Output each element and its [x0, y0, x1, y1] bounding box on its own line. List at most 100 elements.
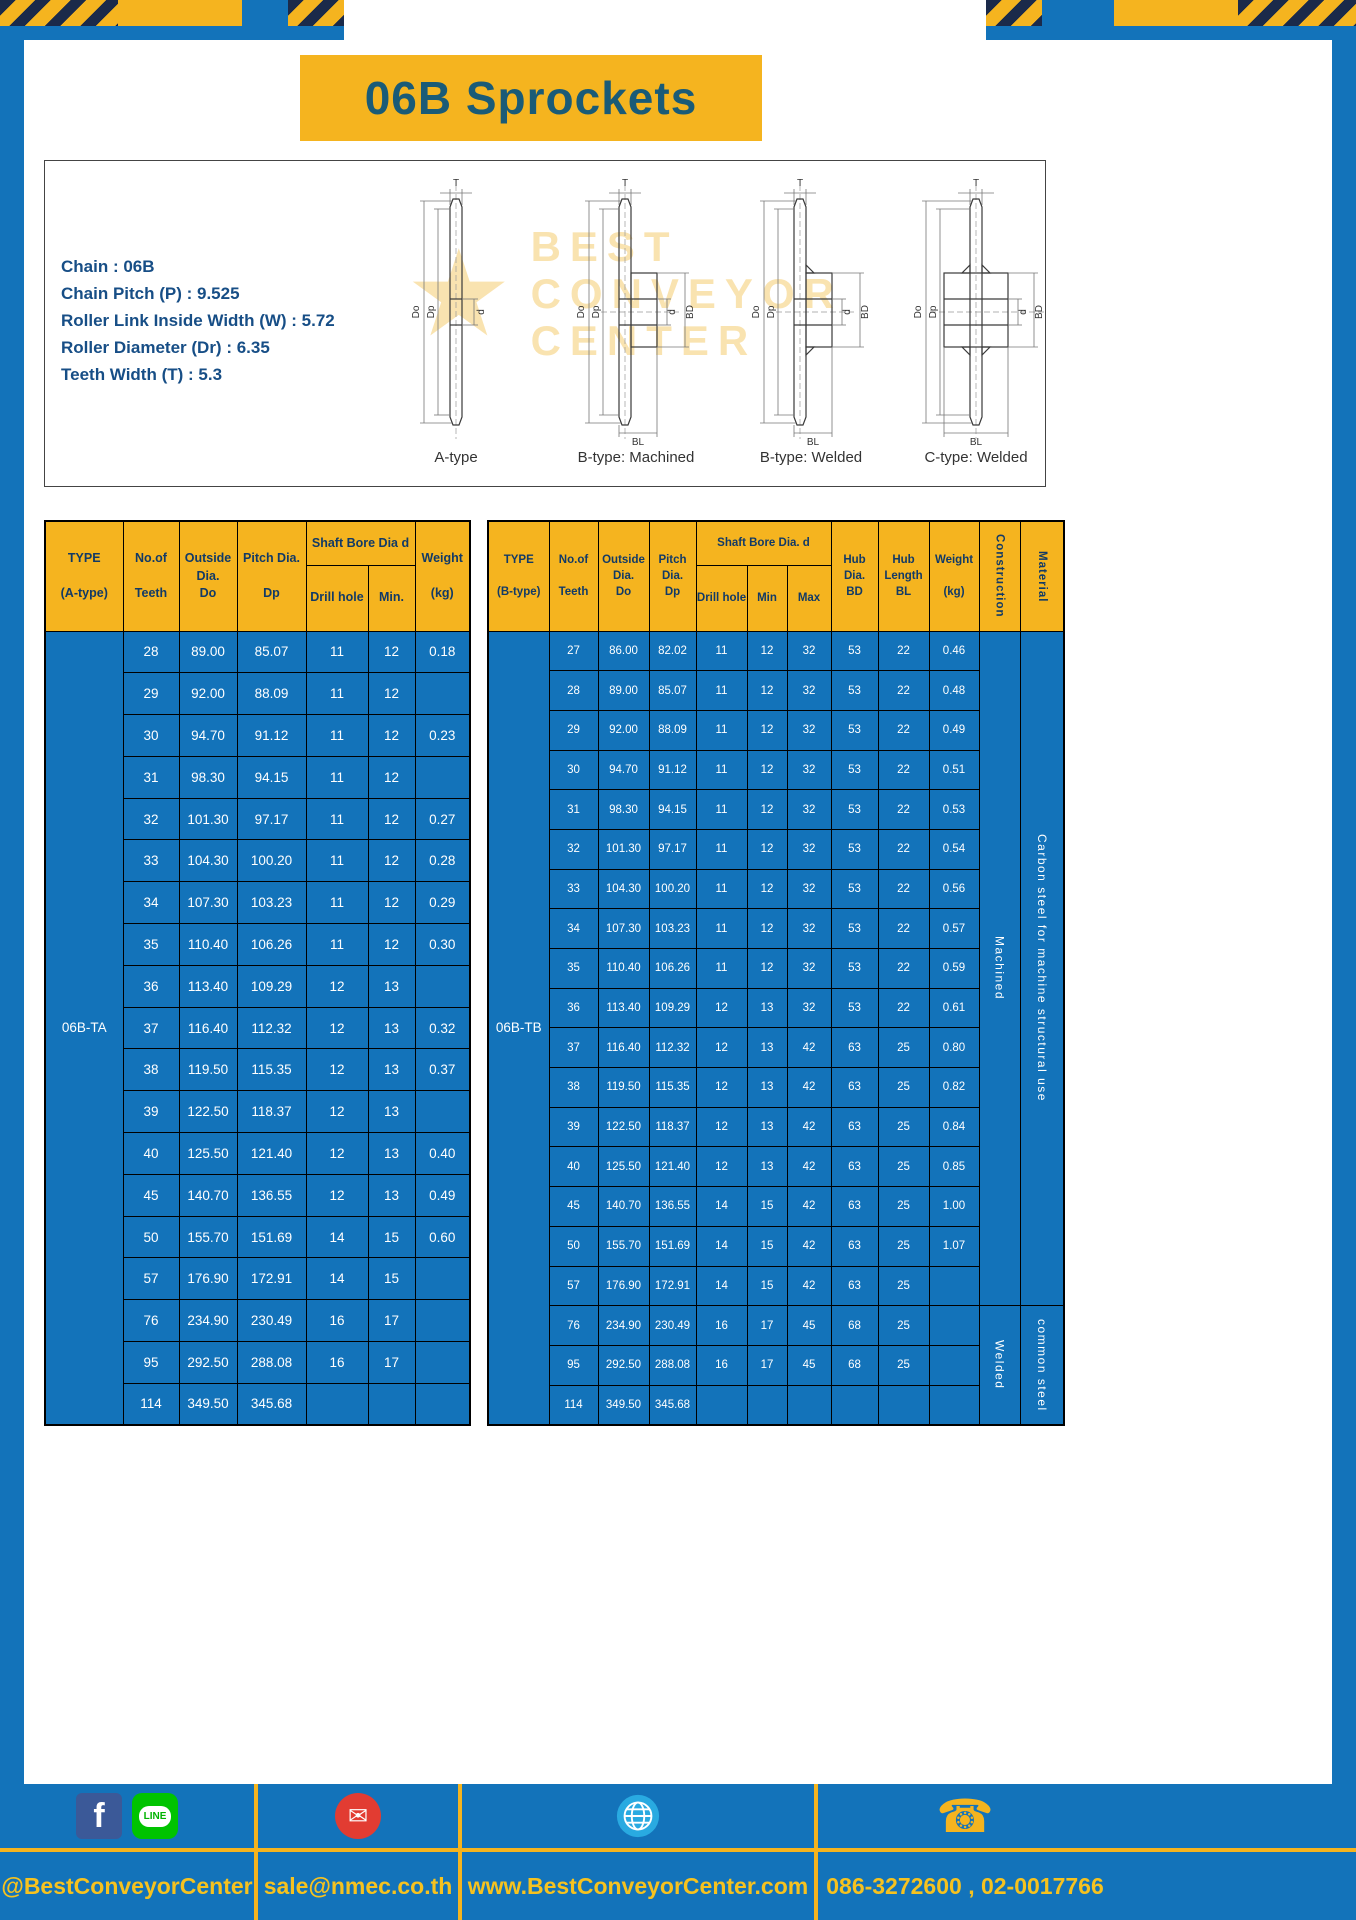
table-cell — [928, 1265, 980, 1307]
table-cell: 0.37 — [414, 1048, 471, 1092]
dim-label-t: T — [622, 178, 628, 189]
line-label: LINE — [138, 1805, 172, 1827]
table-cell: 13 — [367, 1173, 416, 1217]
table-cell: 63 — [830, 1186, 879, 1227]
table-row: 06B-TB 27 86.00 82.02 11 12 32 53 22 0.46 Machined… — [487, 630, 1065, 1426]
table-cell: 12 — [367, 714, 416, 757]
phone-numbers[interactable]: 086-3272600 , 02-0017766 — [826, 1872, 1104, 1899]
table-cell: 121.40 — [236, 1132, 307, 1175]
table-cell: 0.46 — [928, 630, 980, 672]
table-cell: 37 — [122, 1006, 180, 1050]
table-cell: 22 — [877, 987, 930, 1029]
table-cell: 89.00 — [178, 630, 238, 674]
table-cell: 45 — [786, 1344, 832, 1386]
facebook-handle[interactable]: @BestConveyorCenter — [1, 1872, 253, 1899]
table-cell: 12 — [367, 797, 416, 841]
table-cell: 63 — [830, 1067, 879, 1108]
table-cell: 12 — [746, 868, 788, 910]
col-header-material: Material — [1019, 520, 1065, 632]
table-cell — [414, 964, 471, 1008]
table-cell: 11 — [305, 714, 369, 757]
table-cell: 53 — [830, 828, 879, 870]
table-cell: 97.17 — [236, 797, 307, 841]
table-cell: 31 — [548, 789, 599, 830]
facebook-icon[interactable]: f — [76, 1793, 122, 1839]
table-cell: 107.30 — [178, 881, 238, 925]
type-cell: 06B-TB — [487, 630, 550, 1426]
table-cell: 30 — [122, 714, 180, 757]
table-cell: 22 — [877, 908, 930, 949]
table-cell: 17 — [746, 1344, 788, 1386]
dim-label-d: d — [476, 309, 487, 315]
table-row: 95 292.50 288.08 16 17 45 68 25 — [488, 1344, 1064, 1386]
table-cell: 63 — [830, 1146, 879, 1188]
table-cell: 28 — [122, 630, 180, 674]
table-cell: 116.40 — [178, 1006, 238, 1050]
globe-icon[interactable] — [615, 1793, 661, 1839]
table-row: 45 140.70 136.55 12 13 0.49 — [45, 1173, 471, 1217]
table-row: 29 92.00 88.09 11 12 — [45, 672, 471, 716]
table-cell: 106.26 — [236, 923, 307, 966]
email-address[interactable]: sale@nmec.co.th — [263, 1872, 453, 1899]
table-cell: 11 — [695, 749, 748, 791]
dim-label-dp: Dp — [928, 305, 939, 318]
table-cell: 292.50 — [178, 1341, 238, 1384]
spec-diagram-box: ★ BEST CONVEYOR CENTER Chain : 06B Chain… — [44, 160, 1046, 487]
table-cell: 30 — [548, 749, 599, 791]
table-row: 57 176.90 172.91 14 15 — [45, 1257, 471, 1301]
table-cell: 25 — [877, 1186, 930, 1227]
table-cell: 32 — [786, 789, 832, 830]
table-cell: 11 — [305, 630, 369, 674]
table-cell: 14 — [695, 1186, 748, 1227]
table-cell — [877, 1384, 930, 1426]
table-row: 50 155.70 151.69 14 15 0.60 — [45, 1215, 471, 1259]
table-cell: 115.35 — [648, 1067, 697, 1108]
table-cell: 14 — [305, 1257, 369, 1301]
table-cell: 136.55 — [236, 1173, 307, 1217]
table-cell — [928, 1384, 980, 1426]
table-cell: 104.30 — [597, 868, 650, 910]
table-cell: 42 — [786, 1067, 832, 1108]
table-cell: 15 — [746, 1186, 788, 1227]
phone-icon[interactable]: ☎ — [936, 1790, 994, 1842]
table-cell: 345.68 — [236, 1382, 307, 1426]
table-row: 28 89.00 85.07 11 12 32 53 22 0.48 — [488, 670, 1064, 711]
table-cell: 25 — [877, 1067, 930, 1108]
table-cell: 40 — [548, 1146, 599, 1188]
line-icon[interactable]: LINE — [132, 1793, 178, 1839]
col-header-min: Min — [746, 564, 788, 632]
dim-label-bl: BL — [970, 437, 983, 447]
table-cell: 13 — [746, 1146, 788, 1188]
col-header-type: TYPE (A-type) — [44, 520, 124, 632]
table-cell: 122.50 — [178, 1090, 238, 1134]
table-cell: 14 — [305, 1215, 369, 1259]
table-cell — [414, 1299, 471, 1343]
table-cell: 0.82 — [928, 1067, 980, 1108]
table-cell: 0.51 — [928, 749, 980, 791]
table-cell: 292.50 — [597, 1344, 650, 1386]
col-header-teeth: No.of Teeth — [548, 520, 599, 632]
table-cell: 32 — [548, 828, 599, 870]
email-icon[interactable]: ✉ — [335, 1793, 381, 1839]
table-row: 45 140.70 136.55 14 15 42 63 25 1.00 — [488, 1186, 1064, 1227]
table-row: 33 104.30 100.20 11 12 0.28 — [45, 839, 471, 883]
table-cell: 288.08 — [236, 1341, 307, 1384]
table-cell: 11 — [305, 797, 369, 841]
table-cell: 22 — [877, 828, 930, 870]
table-cell: 103.23 — [236, 881, 307, 925]
table-cell: 0.61 — [928, 987, 980, 1029]
table-cell: 50 — [548, 1225, 599, 1267]
website-url[interactable]: www.BestConveyorCenter.com — [467, 1872, 809, 1899]
table-cell: 151.69 — [648, 1225, 697, 1267]
material-cell: common steel — [1019, 1305, 1065, 1426]
table-cell: 0.60 — [414, 1215, 471, 1259]
table-cell: 12 — [746, 908, 788, 949]
construction-cell: Machined — [978, 630, 1021, 1307]
table-cell: 100.20 — [648, 868, 697, 910]
table-cell: 39 — [122, 1090, 180, 1134]
table-cell: 45 — [548, 1186, 599, 1227]
table-cell: 11 — [695, 630, 748, 672]
a-type-drawing: T Do Dp d — [411, 178, 487, 439]
table-cell: 31 — [122, 755, 180, 799]
table-cell: 119.50 — [178, 1048, 238, 1092]
